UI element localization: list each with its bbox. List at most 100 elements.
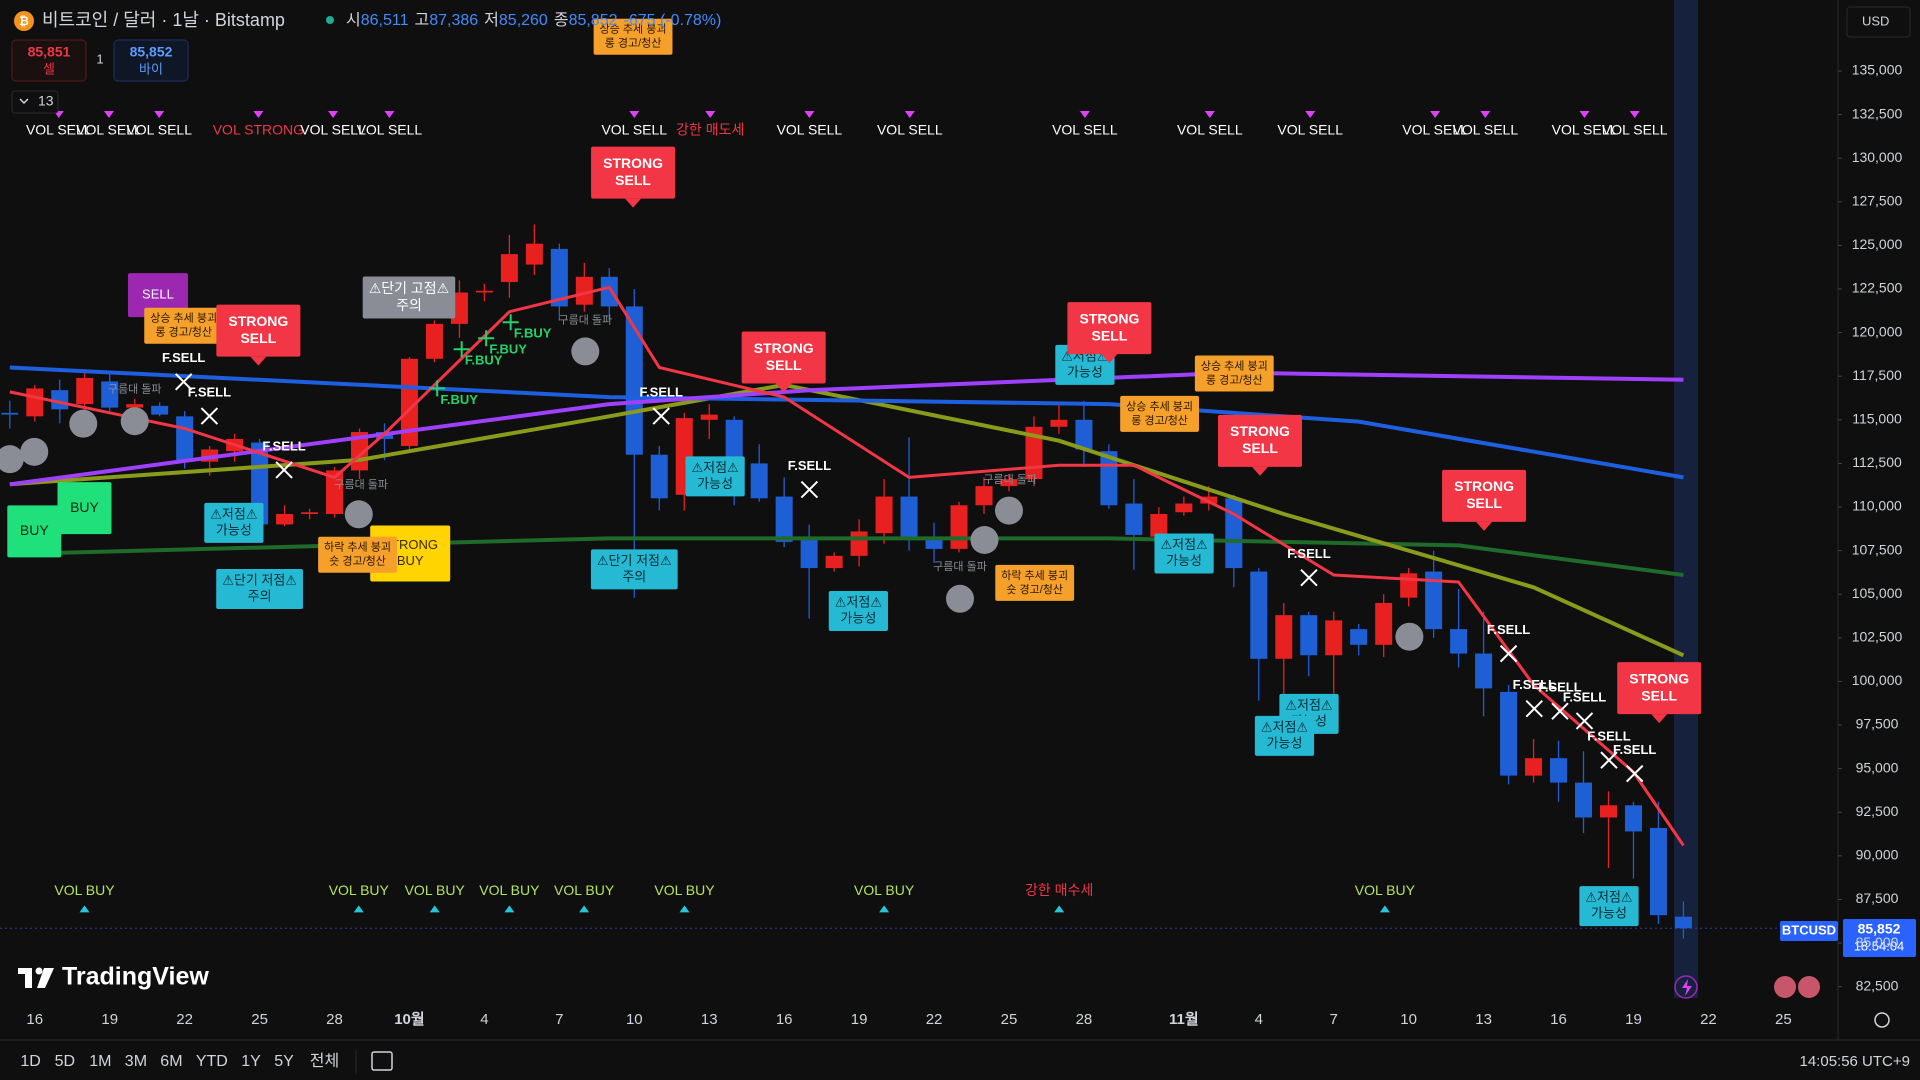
signal-text: 롱 경고/청산 bbox=[1131, 414, 1188, 427]
signal-text: F.SELL bbox=[640, 384, 683, 399]
ohlc-change: -675 (-0.78%) bbox=[624, 12, 722, 29]
date-range-icon[interactable] bbox=[371, 1051, 393, 1071]
signal-box bbox=[995, 564, 1075, 601]
signal-warn-cyan: ⚠저점⚠가능성 bbox=[685, 456, 745, 497]
signal-box bbox=[144, 307, 224, 344]
signal-triangle bbox=[1305, 111, 1316, 119]
signal-f-sell: F.SELL bbox=[1613, 742, 1656, 783]
y-tick-label: 132,500 bbox=[1852, 105, 1903, 121]
range-button[interactable]: YTD bbox=[196, 1053, 228, 1070]
symbol-title: 비트코인 / 달러 · 1날 · Bitstamp bbox=[42, 10, 285, 30]
signal-text: VOL SELL bbox=[1602, 122, 1668, 138]
signal-box bbox=[1194, 355, 1274, 392]
signal-vol-sell: VOL SELL bbox=[357, 111, 422, 138]
signal-text: STRONG bbox=[754, 340, 814, 356]
y-tick-label: 105,000 bbox=[1852, 585, 1903, 601]
signal-box bbox=[1055, 344, 1115, 385]
price-tag bbox=[1843, 919, 1916, 957]
signal-triangle bbox=[79, 905, 90, 913]
signal-text: VOL SELL bbox=[126, 122, 192, 138]
signal-text: ⚠단기 고점⚠ bbox=[369, 280, 450, 296]
settings-icon[interactable] bbox=[1874, 1012, 1890, 1028]
signal-text: 가능성 bbox=[697, 476, 733, 491]
signal-text: BUY bbox=[20, 522, 49, 538]
signal-text: ⚠저점⚠ bbox=[210, 506, 257, 521]
signal-text: SELL bbox=[1091, 327, 1127, 343]
signal-f-sell: F.SELL bbox=[262, 438, 306, 479]
signal-cloud: 구름대 돌파 bbox=[933, 560, 987, 573]
candle-body bbox=[1425, 571, 1443, 630]
signal-text: 숏 경고/청산 bbox=[1006, 583, 1063, 596]
y-tick-label: 125,000 bbox=[1852, 236, 1903, 252]
y-tick-label: 120,000 bbox=[1852, 323, 1903, 339]
candle-body bbox=[1300, 615, 1318, 656]
signal-f-sell: F.SELL bbox=[640, 384, 683, 425]
range-button[interactable]: 1D bbox=[20, 1053, 40, 1070]
y-tick-label: 95,000 bbox=[1856, 759, 1899, 775]
candle-body bbox=[101, 381, 119, 408]
candle-body bbox=[875, 496, 893, 534]
sell-label: 셀 bbox=[43, 61, 55, 76]
range-button[interactable]: 6M bbox=[160, 1053, 182, 1070]
signal-warn-cyan: ⚠저점⚠가능성 bbox=[828, 591, 888, 632]
x-tick-label: 11월 bbox=[1169, 1011, 1199, 1028]
y-tick-label: 135,000 bbox=[1852, 62, 1903, 78]
signal-cloud: 구름대 돌파 bbox=[558, 314, 612, 327]
candle-body bbox=[1250, 571, 1268, 659]
signal-text: F.SELL bbox=[1563, 689, 1606, 704]
signal-pointer bbox=[1651, 714, 1668, 724]
ohlc-value: 85,260 bbox=[499, 12, 548, 29]
signal-text: F.SELL bbox=[188, 384, 231, 399]
signal-vol-sell: VOL SELL bbox=[1402, 111, 1468, 138]
signal-f-buy: F.BUY bbox=[429, 380, 478, 407]
signal-dot bbox=[946, 584, 974, 613]
signal-text: VOL SELL bbox=[300, 122, 366, 138]
signal-vol-buy: VOL BUY bbox=[405, 882, 465, 913]
candle-body bbox=[1500, 691, 1518, 776]
signal-vol-buy: VOL BUY bbox=[329, 882, 390, 913]
x-tick-label: 19 bbox=[851, 1011, 868, 1028]
signal-text: 하락 추세 붕괴 bbox=[1001, 568, 1068, 582]
signal-box bbox=[593, 18, 673, 55]
lightning-icon[interactable] bbox=[1674, 975, 1698, 999]
signal-warn-orange: 상승 추세 붕괴롱 경고/청산 bbox=[144, 307, 224, 344]
range-button[interactable]: 5Y bbox=[274, 1053, 294, 1070]
x-tick-label: 22 bbox=[926, 1011, 943, 1028]
signal-plus bbox=[478, 330, 495, 347]
flag-icon[interactable] bbox=[1798, 976, 1820, 998]
flag-icon[interactable] bbox=[1774, 976, 1796, 998]
signal-text: VOL SELL bbox=[1277, 122, 1343, 138]
range-button[interactable]: 3M bbox=[125, 1053, 147, 1070]
range-button[interactable]: 전체 bbox=[310, 1052, 339, 1070]
signal-cross bbox=[1525, 700, 1543, 718]
ohlc-key: 종 bbox=[554, 12, 569, 29]
indicators-toggle[interactable] bbox=[11, 90, 59, 114]
signal-box bbox=[685, 456, 745, 497]
signal-warn-orange: 하락 추세 붕괴숏 경고/청산 bbox=[318, 536, 397, 573]
y-tick-label: 100,000 bbox=[1852, 672, 1903, 688]
range-button[interactable]: 1Y bbox=[241, 1053, 261, 1070]
range-button[interactable]: 5D bbox=[55, 1053, 75, 1070]
buy-button[interactable] bbox=[113, 39, 189, 82]
signal-cross bbox=[200, 407, 219, 425]
signal-vol-buy: VOL BUY bbox=[479, 882, 540, 913]
candle-body bbox=[1624, 805, 1642, 832]
sell-button[interactable] bbox=[11, 39, 87, 82]
candle-body bbox=[950, 505, 968, 549]
signal-dot bbox=[970, 526, 999, 554]
range-button[interactable]: 1M bbox=[89, 1053, 111, 1070]
signal-box bbox=[216, 304, 301, 357]
x-tick-label: 10월 bbox=[394, 1011, 425, 1028]
currency-button[interactable] bbox=[1846, 6, 1911, 38]
signal-cross bbox=[1600, 751, 1618, 769]
signal-triangle bbox=[253, 111, 264, 119]
candle-body bbox=[1350, 629, 1368, 645]
signal-dot bbox=[344, 500, 373, 529]
candle-body bbox=[126, 404, 144, 408]
signal-warn-orange: 상승 추세 붕괴롱 경고/청산 bbox=[1194, 355, 1274, 392]
logo-mark bbox=[25, 968, 32, 988]
signal-text: 가능성 bbox=[1067, 364, 1103, 379]
candle-body bbox=[600, 276, 618, 307]
signal-vol-buy: VOL BUY bbox=[654, 882, 715, 913]
